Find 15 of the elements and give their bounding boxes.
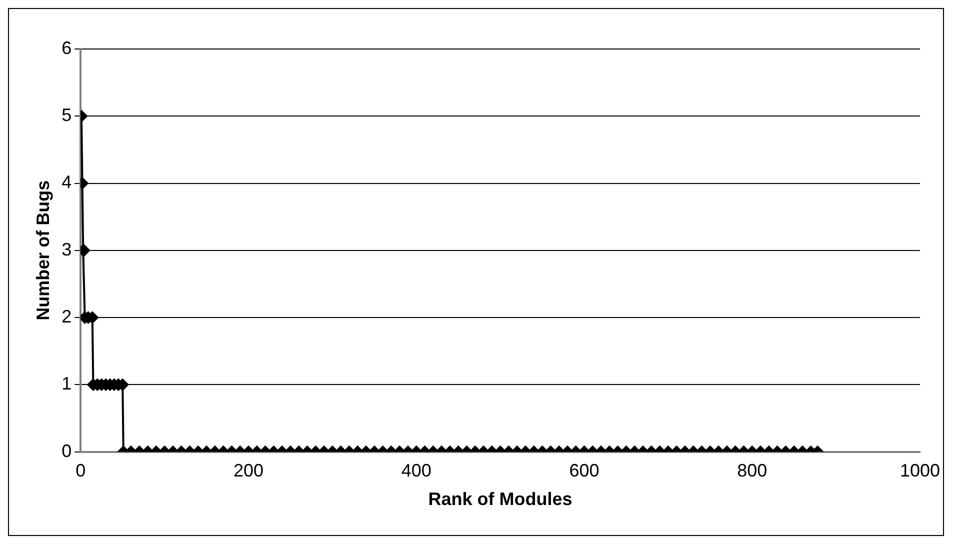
y-axis-title: Number of Bugs	[32, 180, 53, 320]
y-tick-label: 2	[62, 306, 72, 326]
y-tick-label: 4	[62, 172, 72, 192]
x-tick-label: 1000	[900, 460, 940, 481]
x-tick-label: 800	[737, 460, 768, 481]
x-tick-label: 0	[76, 460, 86, 481]
x-tick-label: 200	[233, 460, 264, 481]
x-axis-title: Rank of Modules	[428, 489, 572, 510]
y-tick-label: 3	[62, 239, 72, 260]
y-tick-label: 0	[62, 440, 72, 461]
x-tick-label: 400	[401, 460, 432, 481]
x-tick-label: 600	[569, 460, 600, 481]
y-tick-label: 5	[62, 105, 72, 126]
y-tick-label: 6	[62, 38, 72, 58]
y-tick-label: 1	[62, 374, 72, 394]
